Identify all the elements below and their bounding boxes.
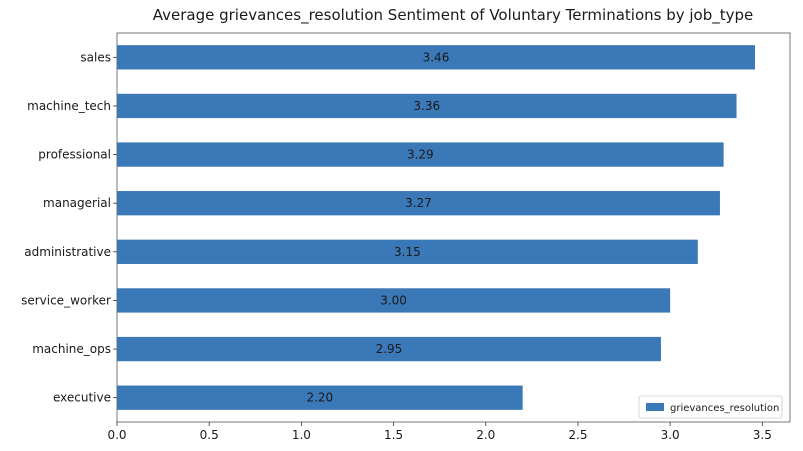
bar-machine_tech xyxy=(117,93,737,119)
data-label: 2.95 xyxy=(376,342,403,356)
x-tick-label: 3.0 xyxy=(661,428,680,442)
data-label: 3.27 xyxy=(405,196,432,210)
x-tick-label: 3.5 xyxy=(753,428,772,442)
bar-administrative xyxy=(117,239,698,264)
data-label: 3.15 xyxy=(394,245,421,259)
bar-professional xyxy=(117,142,724,167)
chart-title: Average grievances_resolution Sentiment … xyxy=(153,6,754,25)
y-tick-label: machine_tech xyxy=(27,99,111,113)
bar-service_worker xyxy=(117,288,671,313)
x-tick-label: 2.5 xyxy=(568,428,587,442)
legend-box xyxy=(638,395,783,419)
bar-sales xyxy=(117,45,755,70)
bar-machine_ops xyxy=(117,336,661,362)
y-tick-label: managerial xyxy=(43,196,111,210)
x-tick-label: 2.0 xyxy=(476,428,495,442)
y-tick-label: machine_ops xyxy=(32,342,111,356)
legend-label: grievances_resolution xyxy=(670,403,779,414)
x-tick-label: 1.0 xyxy=(292,428,311,442)
y-tick-label: sales xyxy=(80,50,111,64)
legend: grievances_resolution xyxy=(638,395,783,419)
y-tick-label: executive xyxy=(53,391,111,405)
x-tick-label: 0.5 xyxy=(200,428,219,442)
data-label: 3.46 xyxy=(423,50,450,64)
x-tick-label: 1.5 xyxy=(384,428,403,442)
data-label: 3.36 xyxy=(413,99,440,113)
legend-swatch xyxy=(646,403,664,411)
y-tick-label: professional xyxy=(38,148,111,162)
bar-executive xyxy=(117,385,523,410)
y-tick-label: service_worker xyxy=(21,293,111,307)
bar-managerial xyxy=(117,191,720,216)
plot-frame xyxy=(116,32,791,423)
y-tick-label: administrative xyxy=(24,245,111,259)
data-label: 2.20 xyxy=(306,391,333,405)
data-label: 3.29 xyxy=(407,148,434,162)
x-tick-label: 0.0 xyxy=(107,428,126,442)
data-label: 3.00 xyxy=(380,293,407,307)
plot-area: sales 3.46 machine_tech 3.36 professional 3.2… xyxy=(21,32,791,442)
